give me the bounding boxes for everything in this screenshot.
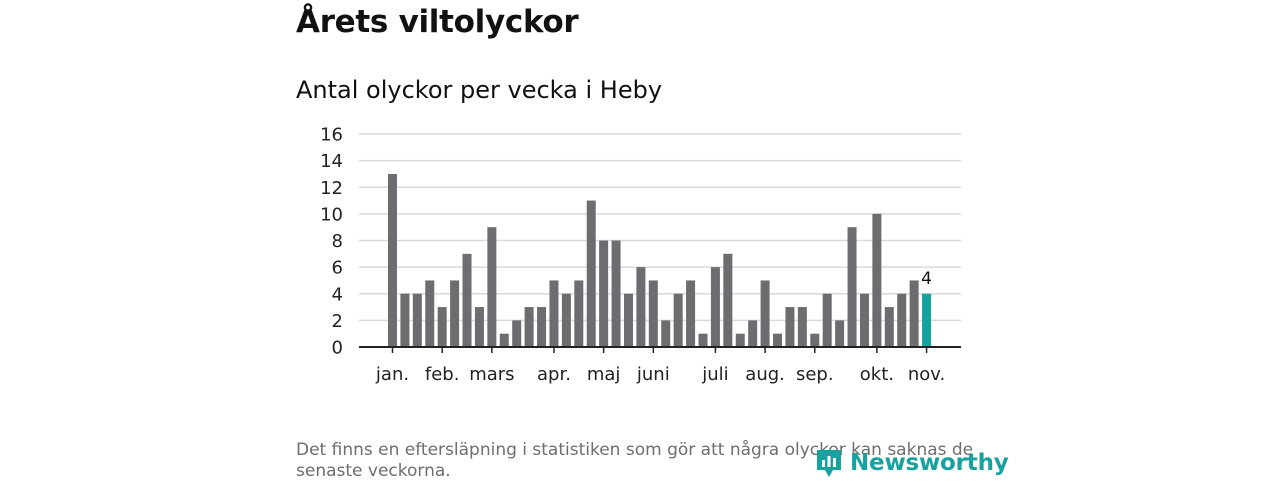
data-label: 4 <box>921 269 932 289</box>
bar <box>388 173 397 347</box>
bar <box>611 240 621 347</box>
y-tick-label: 2 <box>332 311 343 332</box>
chart-subtitle: Antal olyckor per vecka i Heby <box>296 76 663 104</box>
bar <box>474 307 484 347</box>
bar <box>698 333 708 347</box>
x-tick-label: juli <box>701 364 728 385</box>
bar <box>822 293 832 347</box>
y-tick-label: 14 <box>320 151 343 172</box>
bar <box>425 280 435 347</box>
y-tick-label: 6 <box>332 258 343 279</box>
bar <box>586 200 596 347</box>
bar <box>847 227 857 347</box>
bars <box>388 173 932 347</box>
bar <box>524 307 534 347</box>
bar <box>859 293 869 347</box>
x-tick-label: feb. <box>425 364 460 385</box>
bar <box>760 280 770 347</box>
data-labels: 4 <box>921 269 932 289</box>
bar <box>412 293 422 347</box>
bar-highlight <box>922 293 932 347</box>
bar <box>499 333 509 347</box>
chart-title: Årets viltolyckor <box>296 4 579 40</box>
bar <box>785 307 795 347</box>
bar <box>561 293 571 347</box>
bar <box>884 307 894 347</box>
bar <box>437 307 447 347</box>
bar <box>872 213 882 347</box>
bar <box>462 253 472 347</box>
bar <box>723 253 733 347</box>
bar <box>810 333 820 347</box>
bar <box>400 293 410 347</box>
bar <box>835 320 845 347</box>
bar-chart: 0 2 4 6 8 10 12 14 16 jan. feb. mars apr. maj juni jul… <box>320 125 961 385</box>
y-tick-label: 16 <box>320 125 343 146</box>
x-tick-label: juni <box>636 364 670 385</box>
bar <box>574 280 584 347</box>
bar <box>735 333 745 347</box>
bar <box>623 293 633 347</box>
bar <box>512 320 522 347</box>
x-tick-label: mars <box>469 364 514 385</box>
y-tick-label: 4 <box>332 284 343 305</box>
y-tick-label: 0 <box>332 338 343 359</box>
bar <box>549 280 559 347</box>
bar <box>797 307 807 347</box>
footnote: Det finns en eftersläpning i statistiken… <box>296 440 974 481</box>
bar <box>450 280 460 347</box>
bar <box>661 320 671 347</box>
bar <box>487 227 497 347</box>
x-tick-label: apr. <box>537 364 571 385</box>
bar <box>599 240 609 347</box>
bar <box>686 280 696 347</box>
bar <box>897 293 907 347</box>
bar <box>773 333 783 347</box>
x-tick-label: maj <box>587 364 621 385</box>
x-tick-label: jan. <box>375 364 409 385</box>
bar <box>673 293 683 347</box>
logo-text: Newsworthy <box>850 450 1009 476</box>
bar <box>636 267 646 347</box>
x-tick-label: nov. <box>908 364 945 385</box>
y-tick-labels: 0 2 4 6 8 10 12 14 16 <box>320 125 343 359</box>
x-tick-label: aug. <box>745 364 785 385</box>
bar-chart-badge-icon <box>817 450 841 477</box>
bar <box>648 280 658 347</box>
bar <box>537 307 547 347</box>
y-tick-label: 12 <box>320 178 343 199</box>
x-tick-label: sep. <box>796 364 834 385</box>
bar <box>710 267 720 347</box>
x-tick-labels: jan. feb. mars apr. maj juni juli aug. sep. okt. n… <box>375 347 945 385</box>
x-tick-label: okt. <box>860 364 894 385</box>
bar <box>909 280 919 347</box>
gridlines <box>359 133 961 322</box>
y-tick-label: 10 <box>320 204 343 225</box>
y-tick-label: 8 <box>332 231 343 252</box>
bar <box>748 320 758 347</box>
newsworthy-logo[interactable]: Newsworthy <box>814 446 1009 480</box>
